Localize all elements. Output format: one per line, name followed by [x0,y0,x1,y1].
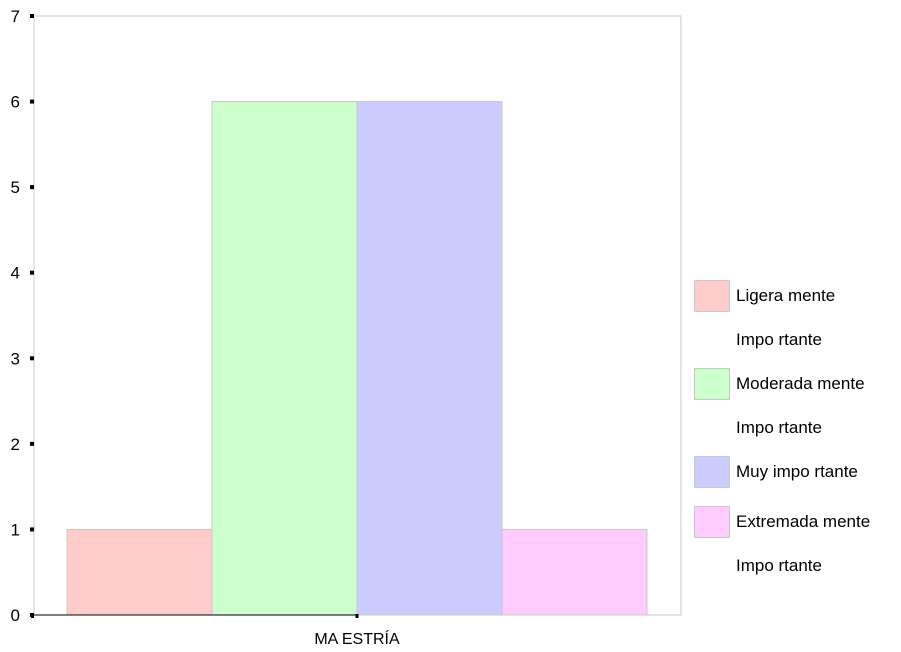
bars-group [66,101,648,616]
legend-label: Extremada mente [736,512,871,531]
x-axis-tick [355,614,359,618]
y-tick-label: 2 [11,435,20,454]
x-axis-origin-tick [31,614,34,618]
legend-label: Moderada mente [736,374,865,393]
legend-label: Muy impo rtante [736,462,858,481]
y-tick-label: 4 [11,264,20,283]
y-tick-mark [30,270,34,275]
y-tick-label: 3 [11,349,20,368]
bar [211,101,358,616]
y-tick-mark [30,14,34,18]
bar [356,101,503,616]
legend-label-continued: Impo rtante [736,556,822,575]
y-tick-mark [30,441,34,446]
legend: Ligera mente Impo rtante Moderada mente … [694,280,899,594]
y-tick-label: 7 [11,7,20,26]
y-tick-label: 0 [11,606,20,625]
y-axis: 0 1 2 3 4 5 6 7 [11,7,34,625]
legend-item: Muy impo rtante [694,456,899,506]
legend-swatch [694,280,730,312]
y-tick-label: 5 [11,178,20,197]
bar [501,528,648,616]
y-tick-label: 1 [11,520,20,539]
y-tick-mark [30,99,34,104]
legend-swatch [694,506,730,538]
y-tick-label: 6 [11,93,20,112]
legend-label-continued: Impo rtante [736,330,822,349]
y-tick-mark [30,356,34,361]
legend-item: Moderada mente Impo rtante [694,368,899,456]
legend-label: Ligera mente [736,286,836,305]
legend-item: Extremada mente Impo rtante [694,506,899,594]
bar [66,528,213,616]
y-tick-mark [30,185,34,190]
legend-label-continued: Impo rtante [736,418,822,437]
x-axis: MA ESTRÍA [31,614,400,648]
legend-item: Ligera mente Impo rtante [694,280,899,368]
x-category-label: MA ESTRÍA [314,629,400,648]
y-tick-mark [30,527,34,532]
legend-swatch [694,456,730,488]
legend-swatch [694,368,730,400]
